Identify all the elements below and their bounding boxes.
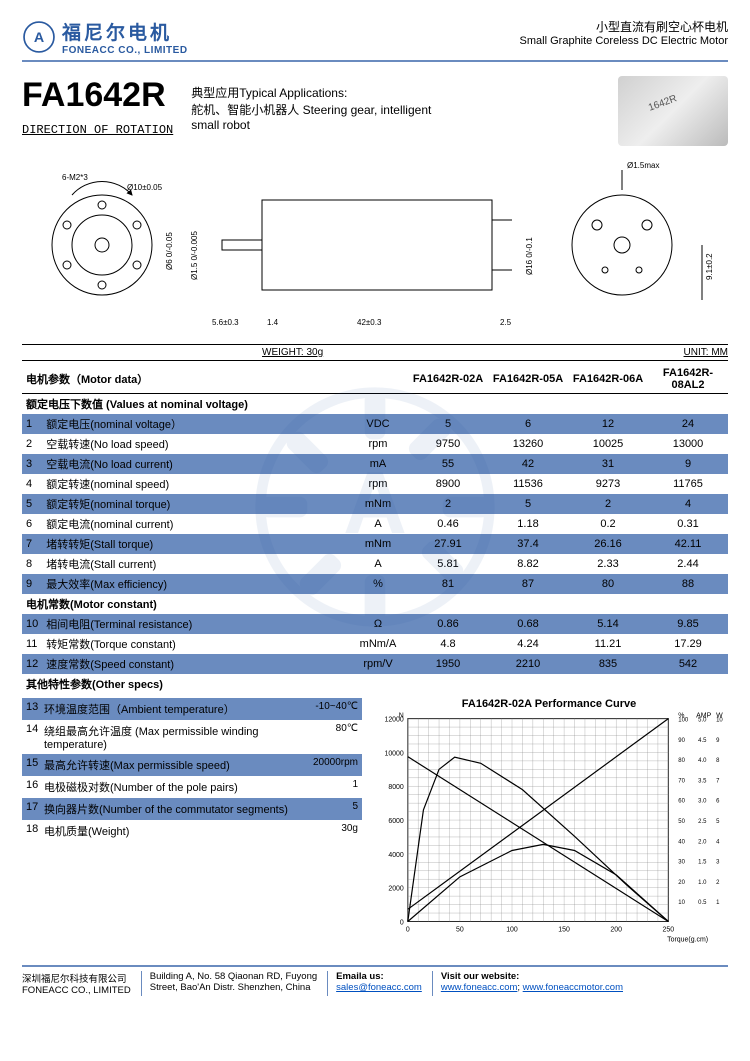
svg-text:Ø1.5max: Ø1.5max: [627, 161, 659, 170]
svg-text:Ø1.5 0/-0.005: Ø1.5 0/-0.005: [190, 231, 199, 280]
technical-drawing: 6-M2*3 Ø10±0.05 Ø6 0/-0.05 Ø1.5 0/-0.005…: [22, 150, 728, 345]
svg-text:42±0.3: 42±0.3: [357, 318, 382, 327]
svg-text:Ø6 0/-0.05: Ø6 0/-0.05: [165, 232, 174, 270]
svg-text:Ø10±0.05: Ø10±0.05: [127, 183, 163, 192]
svg-text:6-M2*3: 6-M2*3: [62, 173, 88, 182]
svg-text:5.6±0.3: 5.6±0.3: [212, 318, 239, 327]
svg-text:Ø16 0/-0.1: Ø16 0/-0.1: [525, 237, 534, 275]
svg-text:2.5: 2.5: [500, 318, 512, 327]
svg-text:9.1±0.2: 9.1±0.2: [705, 253, 714, 280]
svg-text:1.4: 1.4: [267, 318, 279, 327]
motor-photo: [618, 76, 728, 146]
svg-text:A: A: [343, 453, 407, 552]
